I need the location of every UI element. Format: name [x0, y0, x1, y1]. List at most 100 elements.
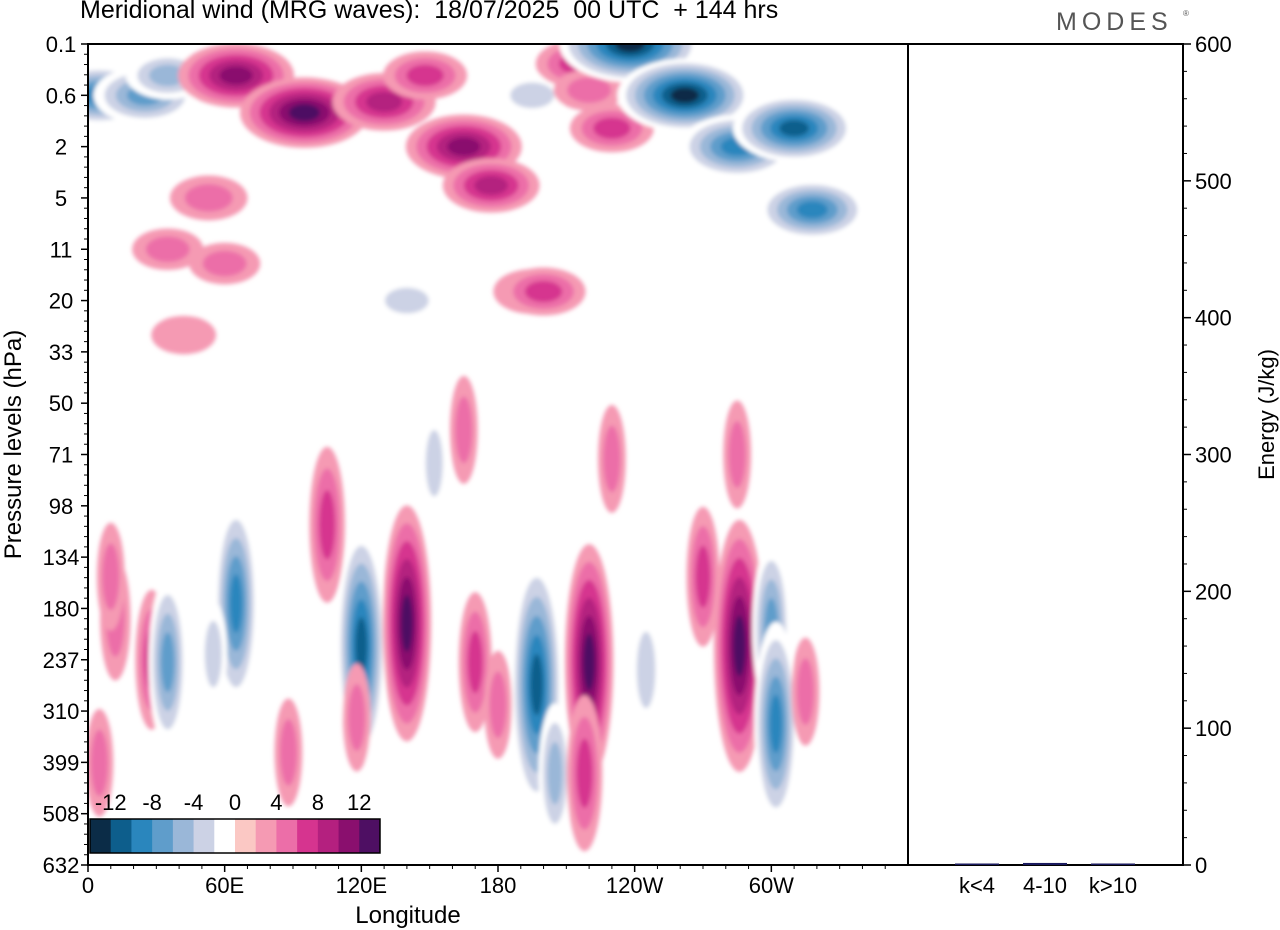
wind-cell	[148, 576, 187, 749]
wind-contour	[530, 654, 543, 716]
wind-cell	[420, 409, 449, 518]
wind-contour	[510, 82, 555, 109]
wind-contour	[384, 287, 429, 314]
wind-cell	[732, 94, 856, 162]
wind-cell	[713, 519, 766, 772]
wind-cell	[559, 44, 701, 83]
colorbar-swatch	[152, 819, 174, 853]
y-axis-label: Pressure levels (hPa)	[0, 330, 27, 559]
wind-contour	[489, 671, 507, 739]
wind-contour	[467, 631, 483, 694]
chart-title: Meridional wind (MRG waves): 18/07/2025 …	[80, 0, 779, 24]
colorbar-label: 4	[270, 790, 282, 815]
x-tick-label: 0	[82, 873, 94, 898]
energy-tick-label: 400	[1195, 306, 1232, 331]
wind-contour	[593, 117, 631, 139]
colorbar-swatch	[338, 819, 360, 853]
wind-contour	[695, 545, 711, 608]
y-tick-label: 50	[49, 391, 73, 416]
y-tick-label: 310	[43, 699, 80, 724]
x-axis-label: Longitude	[355, 902, 460, 929]
wind-cell	[132, 228, 204, 271]
wind-contour	[474, 175, 509, 195]
wind-contour	[348, 684, 366, 751]
wind-cell	[442, 158, 540, 213]
wind-contour	[670, 87, 700, 104]
main-plot: 0.1 0.6 2 5 11 20 33 50 71 98 134 180 237 310 399 508 63…	[0, 32, 909, 929]
energy-bar	[955, 863, 999, 865]
wind-contour	[583, 633, 596, 691]
energy-axis-label: Energy (J/kg)	[1254, 349, 1279, 480]
x-tick-label: 180	[480, 873, 517, 898]
wind-cell	[723, 400, 752, 509]
logo-registered-mark: ®	[1183, 9, 1189, 18]
wind-contour	[184, 184, 233, 212]
x-tick-label: 120W	[606, 873, 664, 898]
y-tick-label: 20	[49, 289, 73, 314]
colorbar-swatch	[131, 819, 153, 853]
wind-contour	[796, 658, 815, 725]
wind-cell	[617, 58, 753, 133]
colorbar-swatch	[235, 819, 257, 853]
bar-category-label: k>10	[1089, 873, 1137, 898]
wind-cell	[189, 242, 261, 285]
wind-cell	[371, 279, 443, 322]
wind-contour	[728, 421, 746, 488]
wind-cell	[88, 708, 114, 817]
y-tick-label: 11	[50, 237, 73, 262]
colorbar-swatch	[359, 819, 381, 853]
wind-cell	[566, 695, 603, 852]
wind-cell	[199, 600, 228, 709]
wind-cell	[332, 73, 436, 131]
y-tick-label: 0.1	[46, 32, 77, 57]
wind-cell	[686, 506, 720, 647]
wind-cell	[757, 179, 868, 241]
y-tick-label: 0.6	[46, 83, 77, 108]
wind-cell	[501, 267, 586, 316]
wind-contour	[90, 729, 108, 797]
wind-contour	[455, 396, 473, 464]
wind-contour	[219, 66, 253, 85]
wind-contour	[149, 64, 187, 87]
energy-tick-label: 200	[1195, 579, 1232, 604]
wind-cell	[274, 698, 303, 807]
wind-cell	[538, 703, 572, 844]
wind-contour	[288, 104, 321, 122]
modes-logo: MODES	[1056, 8, 1173, 36]
colorbar-label: -4	[184, 790, 204, 815]
wind-contour	[576, 738, 593, 808]
wind-cell	[169, 175, 248, 221]
wind-cell	[458, 592, 492, 733]
wind-contour	[202, 250, 247, 277]
wind-contour	[366, 91, 403, 112]
wind-contour	[779, 120, 809, 137]
y-tick-label: 508	[43, 802, 80, 827]
wind-contour	[796, 201, 828, 219]
wind-contour	[615, 44, 646, 53]
x-tick-label: 120E	[336, 873, 387, 898]
energy-bar-plot: 0 100 200 300 400 500 600 Energy (J/kg) k<4 4-10 k…	[907, 32, 1279, 898]
wind-contour	[102, 543, 120, 610]
wind-contour	[319, 490, 336, 560]
colorbar-label: 8	[312, 790, 324, 815]
wind-contour	[733, 615, 746, 677]
colorbar-swatch	[276, 819, 298, 853]
wind-cell	[496, 74, 568, 117]
energy-tick-label: 500	[1195, 169, 1232, 194]
colorbar-swatch	[317, 819, 340, 853]
y-tick-label: 237	[43, 648, 80, 673]
y-tick-label: 71	[49, 443, 73, 468]
wind-contour	[769, 694, 783, 753]
wind-contour	[406, 64, 444, 87]
wind-cell	[484, 650, 512, 759]
wind-contour	[229, 574, 243, 633]
wind-field	[88, 44, 868, 852]
wind-contour	[400, 594, 413, 652]
energy-tick-label: 300	[1195, 443, 1232, 468]
colorbar-swatch	[297, 819, 319, 853]
energy-bar	[1091, 863, 1135, 865]
colorbar-swatch	[193, 819, 215, 853]
wind-cell	[96, 522, 125, 631]
y-tick-label: 180	[43, 596, 80, 621]
